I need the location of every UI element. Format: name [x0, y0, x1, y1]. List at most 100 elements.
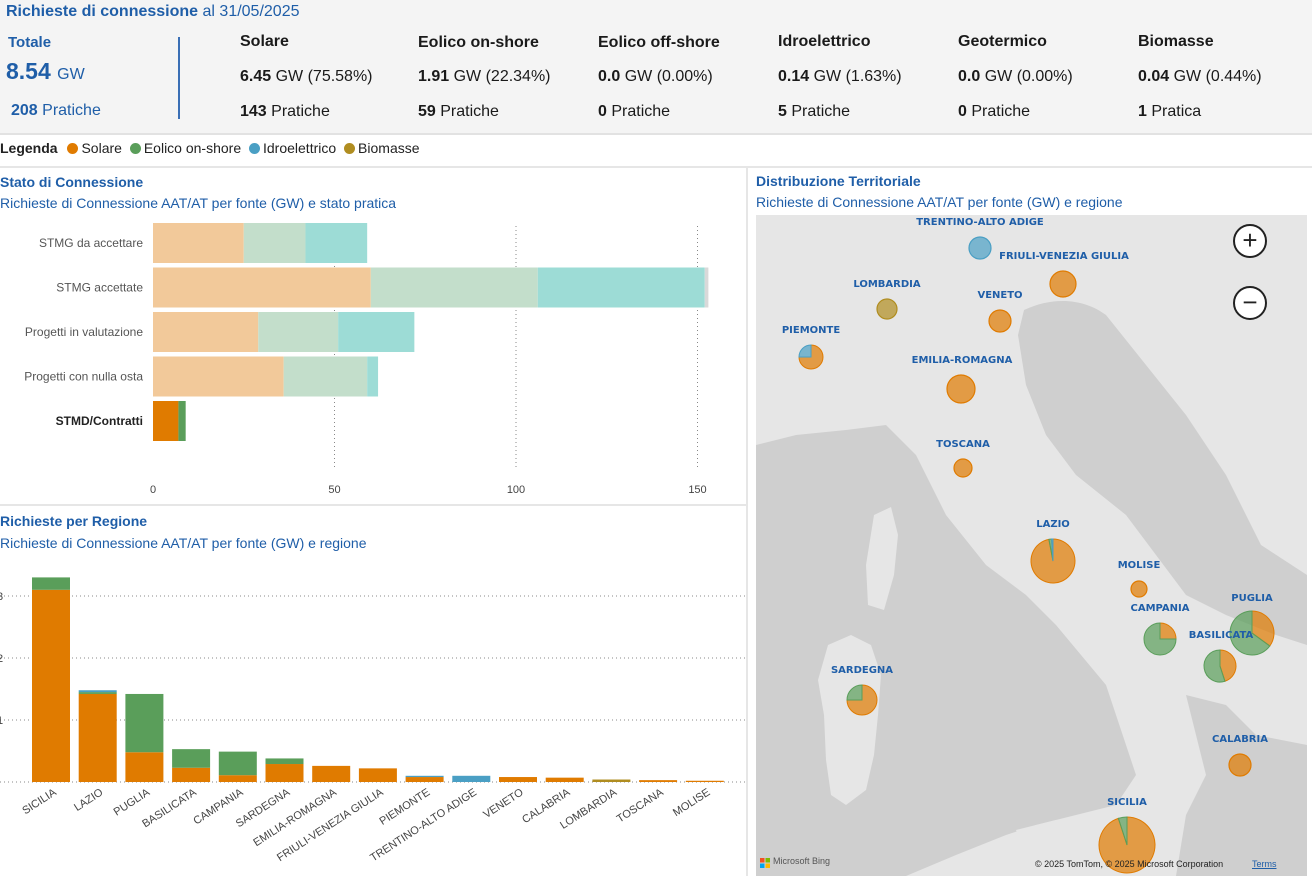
source-card-idroelettrico: Idroelettrico 0.14 GW (1.63%) 5 Pratiche [778, 33, 902, 121]
x-tick-label: 150 [688, 484, 706, 496]
x-category-label: LAZIO [72, 786, 106, 814]
bar-segment [172, 749, 211, 768]
totale-pratiche: 208 Pratiche [11, 102, 101, 119]
ionian-sea [1176, 695, 1307, 876]
region-label: TOSCANA [936, 439, 990, 450]
bar-segment [172, 767, 211, 782]
source-gw: 0.0 GW (0.00%) [598, 68, 713, 85]
pie-slice [1219, 649, 1237, 682]
microsoft-logo-icon [760, 855, 770, 868]
region-label: VENETO [977, 290, 1022, 301]
x-category-label: SICILIA [20, 786, 59, 817]
bar-segment [153, 312, 259, 352]
bar-segment [545, 777, 584, 782]
bar-segment [685, 780, 724, 782]
totale-label: Totale [8, 34, 52, 51]
y-tick-label: 2 [0, 653, 3, 665]
bar-segment [405, 777, 444, 782]
source-pratiche: 0 Pratiche [958, 103, 1031, 120]
x-tick-label: 0 [150, 484, 156, 496]
adriatic-sea [1018, 300, 1307, 645]
bar-segment [305, 223, 368, 263]
legend-divider [0, 166, 1312, 168]
bar-segment [370, 267, 538, 308]
source-name: Solare [240, 33, 289, 50]
pie-slice [1229, 610, 1271, 656]
source-name: Geotermico [958, 33, 1047, 50]
terms-link[interactable]: Terms [1252, 859, 1277, 869]
totale-value: 8.54 GW [6, 58, 85, 84]
pie-slice [1049, 270, 1077, 298]
source-pratiche: 59 Pratiche [418, 103, 499, 120]
italy-map[interactable]: TRENTINO-ALTO ADIGE FRIULI-VENEZIA GIULIA… [756, 215, 1307, 876]
bing-label: Microsoft Bing [773, 856, 831, 866]
legend: Legenda Solare Eolico on-shore Idroelett… [0, 140, 1312, 166]
bar-segment [125, 693, 164, 753]
bar-segment [639, 780, 678, 782]
zoom-in-button[interactable]: + [1233, 224, 1267, 258]
bar-segment [592, 779, 631, 782]
bar-segment [243, 223, 306, 263]
source-name: Idroelettrico [778, 33, 871, 50]
legend-label: Solare [81, 140, 122, 156]
pie-slice [1117, 816, 1128, 846]
bar-segment [218, 775, 257, 782]
legend-dot [344, 143, 356, 154]
pie-slice [1130, 580, 1148, 598]
bar-segment [78, 692, 117, 694]
pie-slice [846, 684, 863, 701]
stato-chart: 0 50 100 150 STMG da accettare STMG accettate… [24, 223, 709, 496]
region-label: LOMBARDIA [853, 279, 921, 290]
y-tick-label: 1 [0, 715, 3, 727]
panel-divider-v [746, 168, 748, 876]
x-category-label: PUGLIA [112, 786, 153, 818]
bar-segment [265, 758, 304, 765]
map-panel-title: Distribuzione Territoriale [756, 173, 921, 189]
bar-segment [338, 312, 415, 352]
source-pratiche: 143 Pratiche [240, 103, 330, 120]
source-pratiche: 1 Pratica [1138, 103, 1202, 120]
pie-slice [1159, 622, 1177, 640]
source-card-geotermico: Geotermico 0.0 GW (0.00%) 0 Pratiche [958, 33, 1073, 121]
legend-item-solare[interactable]: Solare [67, 140, 122, 156]
legend-title: Legenda [0, 140, 58, 156]
map-canvas: TRENTINO-ALTO ADIGE FRIULI-VENEZIA GIULIA… [756, 217, 1307, 876]
source-gw: 0.04 GW (0.44%) [1138, 68, 1262, 85]
tyrrhenian-sea [756, 425, 1136, 876]
legend-item-biomasse[interactable]: Biomasse [344, 140, 420, 156]
source-gw: 1.91 GW (22.34%) [418, 68, 551, 85]
region-label: SICILIA [1107, 797, 1147, 808]
zoom-out-button[interactable]: − [1233, 286, 1267, 320]
source-gw: 0.14 GW (1.63%) [778, 68, 902, 85]
legend-dot [249, 143, 260, 154]
legend-item-idro[interactable]: Idroelettrico [249, 140, 336, 156]
bar-segment [153, 267, 371, 308]
source-name: Biomasse [1138, 33, 1214, 50]
bar-segment [153, 401, 179, 441]
source-pratiche: 0 Pratiche [598, 103, 671, 120]
x-tick-label: 100 [507, 484, 525, 496]
region-label: CAMPANIA [1130, 603, 1189, 614]
richieste-regione-panel: Richieste per Regione Richieste di Conne… [0, 506, 746, 876]
bar-segment [405, 775, 444, 778]
header-divider [178, 37, 180, 119]
region-label: TRENTINO-ALTO ADIGE [916, 217, 1044, 228]
stato-panel-subtitle: Richieste di Connessione AAT/AT per font… [0, 195, 397, 211]
pie-slice [1143, 622, 1177, 656]
legend-item-eolico[interactable]: Eolico on-shore [129, 140, 242, 156]
bar-segment [78, 693, 117, 782]
map-copyright: © 2025 TomTom, © 2025 Microsoft Corporat… [1035, 859, 1224, 869]
bar-segment [125, 752, 164, 782]
bar-segment [178, 401, 186, 441]
panel-divider-h [0, 504, 748, 506]
region-label: CALABRIA [1212, 734, 1268, 745]
legend-label: Eolico on-shore [143, 140, 242, 156]
y-category-label: Progetti con nulla osta [24, 370, 143, 384]
y-category-label: STMG accettate [56, 281, 143, 295]
pie-slice [798, 344, 824, 370]
bar-segment [265, 764, 304, 782]
bar-segment [32, 589, 70, 782]
region-label: BASILICATA [1189, 630, 1254, 641]
map-panel-subtitle: Richieste di Connessione AAT/AT per font… [756, 194, 1123, 210]
